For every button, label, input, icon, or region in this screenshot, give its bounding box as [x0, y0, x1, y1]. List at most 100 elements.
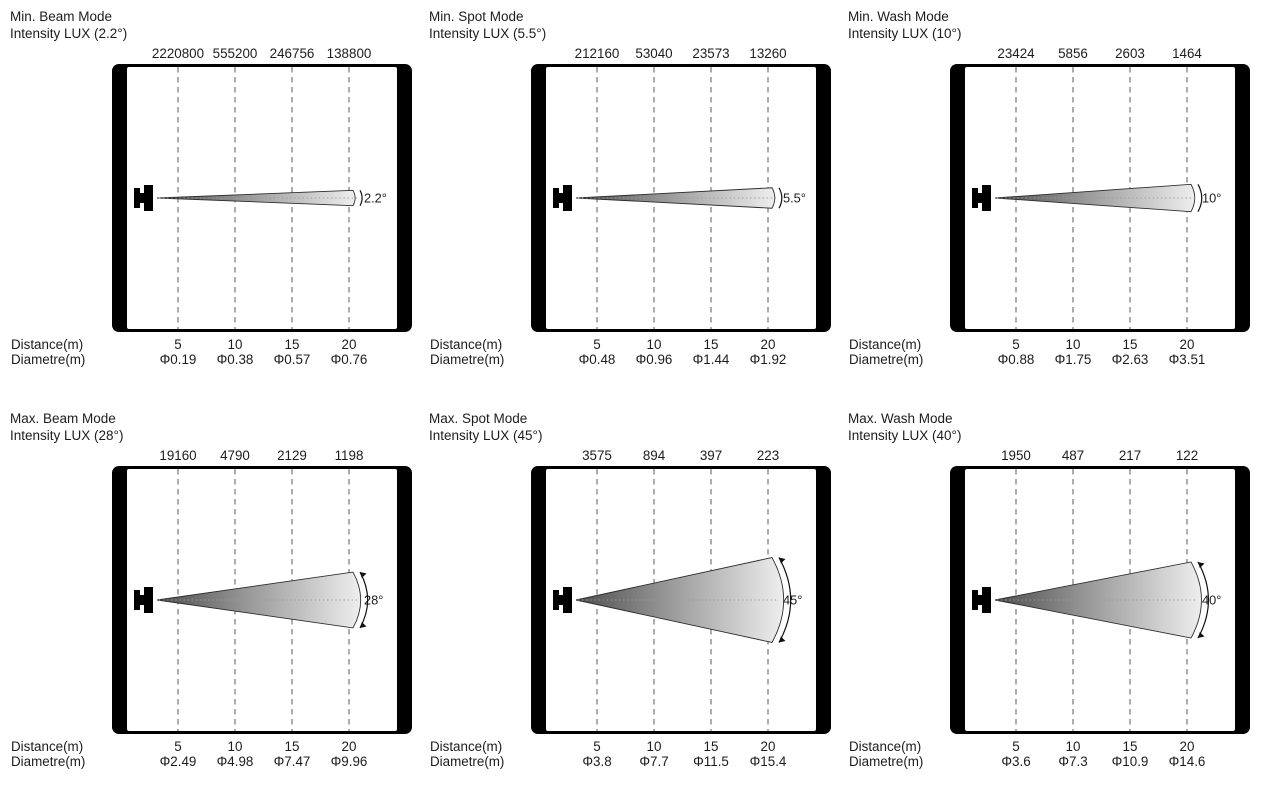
- distance-value: 5: [174, 739, 181, 754]
- diameter-value: Φ3.6: [1001, 754, 1030, 769]
- distance-axis-label: Distance(m): [430, 337, 502, 352]
- panel-title: Min. Spot Mode: [429, 9, 524, 24]
- distance-value: 20: [342, 337, 357, 352]
- angle-arc: [778, 187, 783, 209]
- panel-max-beam-mode: Max. Beam Mode Intensity LUX (28°) 19160…: [10, 410, 429, 772]
- distance-value: 15: [285, 739, 300, 754]
- fixture-yoke: [972, 188, 978, 208]
- light-fixture-icon: [972, 185, 991, 211]
- diameter-value: Φ0.48: [579, 352, 616, 367]
- distance-value: 10: [647, 739, 662, 754]
- fixture-bridge: [977, 595, 983, 605]
- diameter-value: Φ2.63: [1112, 352, 1149, 367]
- fixture-body: [144, 587, 153, 613]
- distance-value: 15: [1123, 739, 1138, 754]
- distance-axis-label: Distance(m): [849, 739, 921, 754]
- fixture-body: [982, 587, 991, 613]
- angle-arc: [1197, 184, 1203, 212]
- distance-value: 5: [174, 337, 181, 352]
- intensity-value: 53040: [635, 46, 672, 61]
- intensity-value: 555200: [213, 46, 258, 61]
- panel-subtitle: Intensity LUX (10°): [848, 26, 962, 41]
- diameter-value: Φ11.5: [693, 754, 729, 769]
- panel-subtitle: Intensity LUX (45°): [429, 428, 543, 443]
- beam-diagram-min-beam: 2220800 555200 246756 138800 2.2° Distance(m)…: [11, 46, 412, 367]
- diameter-axis-label: Diametre(m): [430, 352, 504, 367]
- distance-axis-label: Distance(m): [11, 337, 83, 352]
- panel-min-wash-mode: Min. Wash Mode Intensity LUX (10°) 23424…: [848, 8, 1267, 370]
- beam-cone: [575, 557, 785, 643]
- distance-value: 20: [761, 739, 776, 754]
- distance-value: 15: [285, 337, 300, 352]
- panel-max-wash-mode: Max. Wash Mode Intensity LUX (40°) 1950 4…: [848, 410, 1267, 772]
- panel-title: Max. Spot Mode: [429, 411, 528, 426]
- panel-title: Max. Wash Mode: [848, 411, 953, 426]
- distance-value: 20: [342, 739, 357, 754]
- beam-angle-label: 28°: [364, 593, 383, 608]
- intensity-value: 223: [757, 448, 779, 463]
- diameter-value: Φ7.7: [639, 754, 668, 769]
- diameter-value: Φ0.88: [998, 352, 1035, 367]
- diameter-value: Φ14.6: [1169, 754, 1206, 769]
- panel-min-beam-mode: Min. Beam Mode Intensity LUX (2.2°) 2220…: [10, 8, 429, 370]
- beam-angle-label: 5.5°: [783, 191, 806, 206]
- intensity-value: 3575: [582, 448, 612, 463]
- distance-value: 20: [1180, 337, 1195, 352]
- fixture-body: [563, 587, 572, 613]
- angle-arc-arrowhead-top: [360, 572, 367, 579]
- intensity-value: 138800: [327, 46, 372, 61]
- intensity-value: 5856: [1058, 46, 1088, 61]
- diameter-value: Φ15.4: [750, 754, 787, 769]
- distance-value: 20: [1180, 739, 1195, 754]
- beam-angle-label: 45°: [783, 593, 802, 608]
- intensity-value: 1198: [335, 448, 364, 463]
- diameter-value: Φ0.96: [636, 352, 673, 367]
- diameter-value: Φ2.49: [160, 754, 197, 769]
- diameter-axis-label: Diametre(m): [849, 754, 923, 769]
- distance-value: 10: [1066, 739, 1081, 754]
- distance-axis-label: Distance(m): [849, 337, 921, 352]
- intensity-value: 2220800: [152, 46, 204, 61]
- distance-value: 10: [228, 739, 243, 754]
- panel-max-spot-mode: Max. Spot Mode Intensity LUX (45°) 3575 8…: [429, 410, 848, 772]
- angle-arc: [359, 190, 363, 206]
- diameter-value: Φ7.47: [274, 754, 311, 769]
- beam-angle-label: 2.2°: [364, 191, 387, 206]
- diameter-value: Φ1.44: [693, 352, 730, 367]
- angle-arc-arrowhead-top: [1198, 561, 1205, 568]
- intensity-value: 217: [1119, 448, 1141, 463]
- light-fixture-icon: [553, 587, 572, 613]
- fixture-bridge: [977, 193, 983, 203]
- fixture-body: [982, 185, 991, 211]
- fixture-body: [563, 185, 572, 211]
- distance-value: 5: [1012, 739, 1019, 754]
- intensity-value: 1950: [1001, 448, 1031, 463]
- intensity-value: 13260: [749, 46, 786, 61]
- diameter-axis-label: Diametre(m): [11, 754, 85, 769]
- beam-angle-label: 10°: [1202, 191, 1221, 206]
- diameter-value: Φ7.3: [1058, 754, 1087, 769]
- angle-arc-arrowhead-top: [779, 557, 786, 564]
- intensity-value: 397: [700, 448, 722, 463]
- light-fixture-icon: [134, 587, 153, 613]
- panel-title: Min. Beam Mode: [10, 9, 113, 24]
- beam-diagram-min-wash: 23424 5856 2603 1464 10° Distance(m) 5 10 15 20 Di…: [849, 46, 1250, 367]
- beam-cone: [156, 189, 356, 207]
- beam-angle-label: 40°: [1202, 593, 1221, 608]
- light-fixture-icon: [972, 587, 991, 613]
- angle-arc-arrowhead-bottom: [1198, 632, 1205, 639]
- diameter-value: Φ1.75: [1055, 352, 1092, 367]
- intensity-value: 23424: [997, 46, 1035, 61]
- diameter-value: Φ3.8: [582, 754, 611, 769]
- angle-arc-arrowhead-bottom: [360, 621, 367, 628]
- distance-axis-label: Distance(m): [11, 739, 83, 754]
- diameter-value: Φ9.96: [331, 754, 368, 769]
- fixture-bridge: [558, 193, 564, 203]
- angle-arc-arrowhead-bottom: [779, 636, 786, 643]
- beam-diagram-max-beam: 19160 4790 2129 1198 28° Distance(m) 5 10 15 20 Di…: [11, 448, 412, 769]
- intensity-value: 4790: [220, 448, 250, 463]
- intensity-value: 1464: [1172, 46, 1202, 61]
- panel-min-spot-mode: Min. Spot Mode Intensity LUX (5.5°) 2121…: [429, 8, 848, 370]
- intensity-value: 19160: [159, 448, 196, 463]
- light-fixture-icon: [134, 185, 153, 211]
